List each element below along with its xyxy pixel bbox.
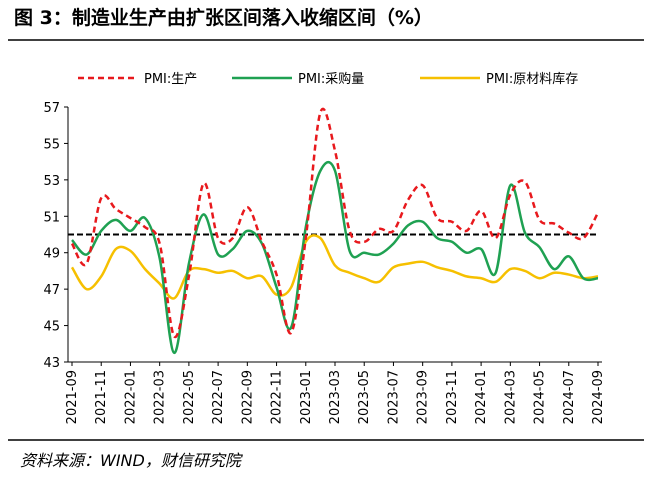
- x-tick-label: 2022-09: [240, 370, 255, 424]
- x-tick-label: 2024-05: [533, 370, 548, 424]
- x-tick-label: 2024-03: [503, 370, 518, 424]
- y-tick-label: 53: [43, 174, 60, 189]
- x-tick-label: 2023-07: [386, 370, 401, 424]
- x-tick-label: 2024-07: [562, 370, 577, 424]
- x-tick-label: 2023-05: [357, 370, 372, 424]
- x-tick-label: 2021-09: [65, 370, 80, 424]
- x-tick-label: 2022-11: [270, 370, 285, 424]
- y-tick-label: 49: [43, 247, 60, 262]
- x-tick-label: 2022-01: [123, 370, 138, 424]
- y-tick-label: 55: [43, 137, 60, 152]
- x-tick-label: 2022-05: [182, 370, 197, 424]
- x-tick-label: 2023-11: [445, 370, 460, 424]
- x-tick-label: 2021-11: [94, 370, 109, 424]
- y-tick-label: 43: [43, 356, 60, 371]
- chart-title: 图 3：制造业生产由扩张区间落入收缩区间（%）: [14, 6, 433, 29]
- legend-label: PMI:生产: [144, 72, 197, 87]
- x-tick-label: 2023-09: [416, 370, 431, 424]
- y-tick-label: 57: [43, 101, 60, 116]
- legend-label: PMI:原材料库存: [486, 71, 578, 87]
- series-line: [70, 234, 599, 300]
- series-line: [71, 160, 599, 355]
- x-tick-label: 2022-07: [211, 370, 226, 424]
- x-tick-label: 2023-01: [299, 370, 314, 424]
- x-tick-label: 2023-03: [328, 370, 343, 424]
- series-line: [70, 107, 600, 338]
- legend-label: PMI:采购量: [298, 71, 364, 87]
- source: 资料来源：WIND，财信研究院: [20, 451, 244, 470]
- x-tick-label: 2024-09: [591, 370, 606, 424]
- y-tick-label: 45: [43, 320, 60, 335]
- x-tick-label: 2022-03: [153, 370, 168, 424]
- y-tick-label: 51: [43, 210, 60, 225]
- x-tick-label: 2024-01: [474, 370, 489, 424]
- y-tick-label: 47: [43, 283, 60, 298]
